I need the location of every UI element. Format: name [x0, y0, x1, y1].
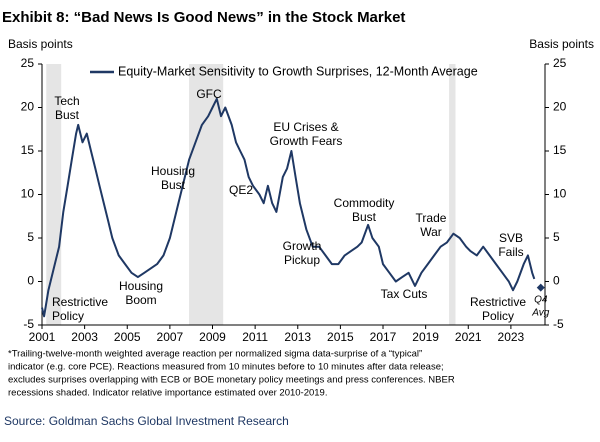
y-tick-label: 0 — [27, 274, 34, 288]
x-tick-label: 2021 — [455, 330, 482, 344]
x-tick-label: 2023 — [498, 330, 525, 344]
footnote: indicator (e.g. core PCE). Reactions mea… — [8, 362, 444, 373]
annotation: Policy — [482, 309, 514, 323]
recession-band — [46, 64, 62, 325]
x-tick-label: 2019 — [412, 330, 439, 344]
footnote: *Trailing-twelve-month weighted average … — [8, 349, 422, 360]
y2-tick-label: 15 — [553, 143, 567, 157]
y-tick-label: -5 — [23, 317, 34, 331]
annotation: Fails — [498, 245, 523, 259]
footnote: excludes surprises overlapping with ECB … — [8, 375, 455, 386]
y-axis-label: Basis points — [8, 37, 73, 51]
annotation: Restrictive — [470, 295, 526, 309]
x-tick-label: 2011 — [242, 330, 268, 344]
y-tick-label: 25 — [21, 56, 35, 70]
y2-axis-label: Basis points — [529, 37, 594, 51]
x-tick-label: 2007 — [157, 330, 184, 344]
annotation: Pickup — [284, 253, 320, 267]
x-tick-label: 2013 — [284, 330, 311, 344]
annotation: Housing — [151, 164, 195, 178]
x-tick-label: 2005 — [114, 330, 141, 344]
annotation: GFC — [196, 87, 222, 101]
y2-tick-label: 25 — [553, 56, 567, 70]
x-tick-label: 2001 — [29, 330, 56, 344]
annotation: Bust — [352, 210, 377, 224]
recession-band — [189, 64, 224, 325]
x-tick-label: 2015 — [327, 330, 354, 344]
annotation: Trade — [416, 211, 447, 225]
y-tick-label: 20 — [21, 100, 35, 114]
annotation: Housing — [119, 279, 163, 293]
footnote: recessions shaded. Indicator relative im… — [8, 388, 327, 399]
annotation: EU Crises & — [273, 120, 338, 134]
legend-label: Equity-Market Sensitivity to Growth Surp… — [118, 64, 478, 78]
annotation: QE2 — [229, 183, 253, 197]
y-tick-label: 10 — [21, 187, 35, 201]
data-line — [41, 97, 536, 318]
y2-tick-label: 0 — [553, 274, 560, 288]
y2-tick-label: 5 — [553, 230, 560, 244]
annotation: Bust — [161, 178, 186, 192]
x-tick-label: 2003 — [71, 330, 98, 344]
annotation: Bust — [55, 108, 80, 122]
annotation: SVB — [499, 231, 523, 245]
source: Source: Goldman Sachs Global Investment … — [4, 414, 289, 428]
y2-tick-label: 20 — [553, 100, 567, 114]
annotation: Commodity — [334, 196, 395, 210]
y-tick-label: 5 — [27, 230, 34, 244]
annotation: War — [420, 225, 442, 239]
annotation: Policy — [52, 309, 84, 323]
chart-title: Exhibit 8: “Bad News Is Good News” in th… — [2, 9, 405, 26]
annotation: Growth Fears — [270, 134, 343, 148]
y2-tick-label: -5 — [553, 317, 564, 331]
x-tick-label: 2017 — [370, 330, 397, 344]
y2-tick-label: 10 — [553, 187, 567, 201]
y-tick-label: 15 — [21, 143, 35, 157]
q4-avg-label: Q4 — [534, 295, 548, 306]
annotation: Tech — [54, 94, 79, 108]
recession-band — [449, 64, 456, 325]
annotation: Tax Cuts — [381, 287, 428, 301]
q4-avg-label: Avg — [531, 308, 549, 319]
annotation: Restrictive — [52, 295, 108, 309]
annotation: Boom — [125, 293, 156, 307]
x-tick-label: 2009 — [199, 330, 226, 344]
annotation: Growth — [283, 239, 322, 253]
q4-avg-point — [536, 283, 545, 292]
